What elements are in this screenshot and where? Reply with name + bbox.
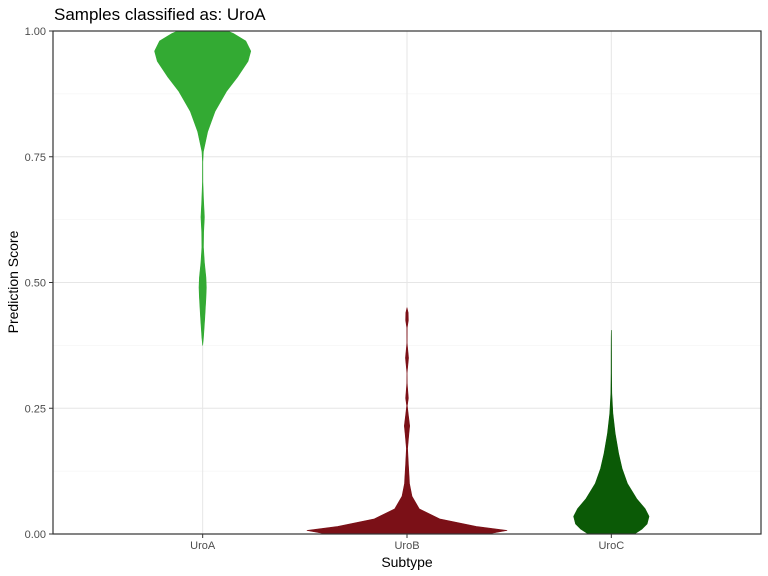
y-axis-title: Prediction Score (5, 230, 21, 333)
x-tick-label: UroA (190, 540, 216, 552)
chart-title: Samples classified as: UroA (54, 5, 266, 24)
y-tick-label: 0.25 (25, 403, 46, 415)
y-tick-label: 0.00 (25, 529, 46, 541)
x-axis: UroA UroB UroC (190, 534, 624, 552)
violin-urob (306, 307, 508, 535)
y-tick-label: 0.75 (25, 152, 46, 164)
violin-uroa (154, 30, 252, 346)
x-tick-label: UroC (598, 540, 624, 552)
x-axis-title: Subtype (381, 554, 433, 570)
y-tick-label: 0.50 (25, 278, 46, 290)
violin-uroc (573, 329, 650, 535)
y-axis: 0.00 0.25 0.50 0.75 1.00 (25, 26, 53, 541)
x-tick-label: UroB (394, 540, 419, 552)
y-tick-label: 1.00 (25, 26, 46, 38)
